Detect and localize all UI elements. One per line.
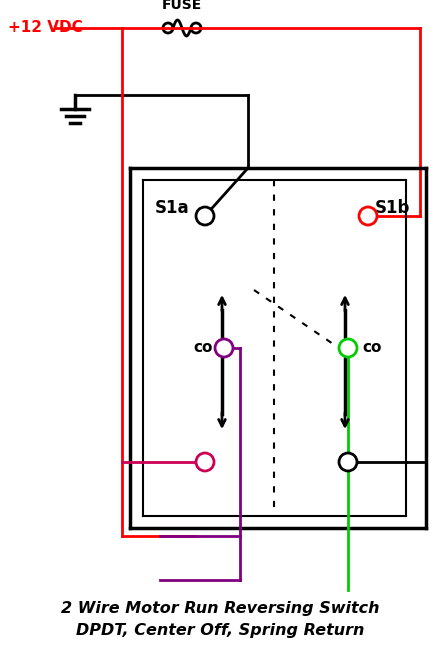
Text: DPDT, Center Off, Spring Return: DPDT, Center Off, Spring Return: [76, 622, 364, 637]
Text: S1a: S1a: [155, 199, 190, 217]
Circle shape: [217, 341, 232, 356]
Circle shape: [340, 341, 355, 356]
Text: 2 Wire Motor Run Reversing Switch: 2 Wire Motor Run Reversing Switch: [61, 600, 379, 615]
Circle shape: [198, 208, 213, 223]
Text: co: co: [362, 341, 381, 356]
Circle shape: [360, 208, 375, 223]
Text: +12 VDC: +12 VDC: [8, 21, 83, 36]
Text: FUSE: FUSE: [162, 0, 202, 12]
Text: S1b: S1b: [375, 199, 411, 217]
Text: co: co: [193, 341, 213, 356]
Circle shape: [198, 454, 213, 469]
Circle shape: [340, 454, 355, 469]
